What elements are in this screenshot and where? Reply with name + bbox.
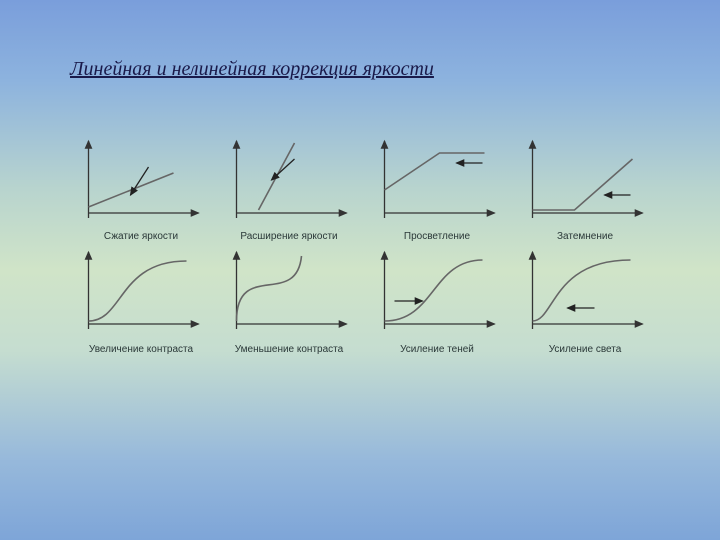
chart-label-expand: Расширение яркости xyxy=(240,231,337,242)
chart-highlights: Усиление света xyxy=(512,246,658,355)
chart-plot-highlights xyxy=(512,246,658,344)
chart-label-compress: Сжатие яркости xyxy=(104,231,178,242)
chart-darken: Затемнение xyxy=(512,135,658,244)
chart-plot-compress xyxy=(68,135,214,233)
chart-label-darken: Затемнение xyxy=(557,231,613,242)
chart-expand: Расширение яркости xyxy=(216,135,362,244)
chart-label-inc-contrast: Увеличение контраста xyxy=(89,344,193,355)
chart-grid: Сжатие яркости Расширение яркости Просветл… xyxy=(68,135,658,355)
chart-inc-contrast: Увеличение контраста xyxy=(68,246,214,355)
chart-plot-dec-contrast xyxy=(216,246,362,344)
chart-label-shadows: Усиление теней xyxy=(400,344,474,355)
page-title: Линейная и нелинейная коррекция яркости xyxy=(70,58,434,81)
chart-plot-inc-contrast xyxy=(68,246,214,344)
chart-plot-brighten xyxy=(364,135,510,233)
chart-plot-shadows xyxy=(364,246,510,344)
chart-brighten: Просветление xyxy=(364,135,510,244)
chart-shadows: Усиление теней xyxy=(364,246,510,355)
chart-label-dec-contrast: Уменьшение контраста xyxy=(235,344,343,355)
chart-compress: Сжатие яркости xyxy=(68,135,214,244)
chart-label-highlights: Усиление света xyxy=(549,344,622,355)
chart-plot-darken xyxy=(512,135,658,233)
chart-plot-expand xyxy=(216,135,362,233)
chart-dec-contrast: Уменьшение контраста xyxy=(216,246,362,355)
chart-label-brighten: Просветление xyxy=(404,231,470,242)
